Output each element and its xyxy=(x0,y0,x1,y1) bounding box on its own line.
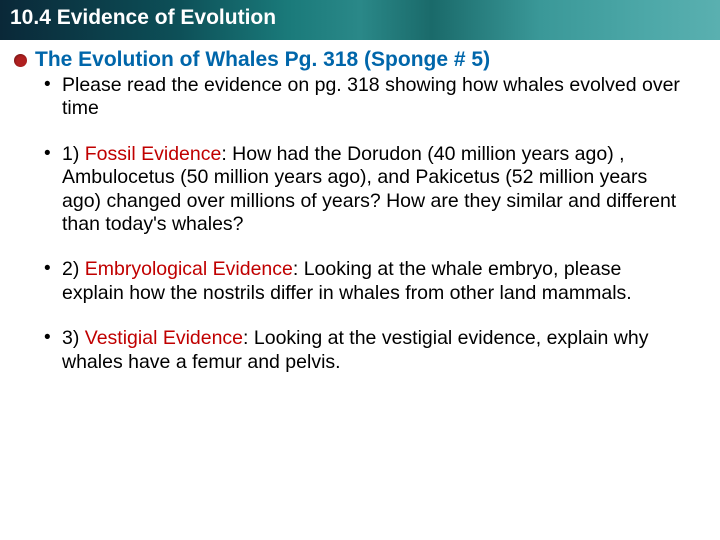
slide-content: The Evolution of Whales Pg. 318 (Sponge … xyxy=(0,40,720,374)
list-item: 3) Vestigial Evidence: Looking at the ve… xyxy=(44,327,684,374)
item-pre: 2) xyxy=(62,258,85,280)
header-title: 10.4 Evidence of Evolution xyxy=(10,6,710,30)
subtitle-row: The Evolution of Whales Pg. 318 (Sponge … xyxy=(14,48,684,72)
list-item: 2) Embryological Evidence: Looking at th… xyxy=(44,258,684,305)
item-pre: 3) xyxy=(62,327,85,349)
item-pre: Please read the evidence on pg. 318 show… xyxy=(62,74,680,119)
subtitle-text: The Evolution of Whales Pg. 318 (Sponge … xyxy=(35,48,490,72)
list-item: Please read the evidence on pg. 318 show… xyxy=(44,74,684,121)
item-highlight: Embryological Evidence xyxy=(85,258,293,280)
item-pre: 1) xyxy=(62,143,85,165)
slide-header: 10.4 Evidence of Evolution xyxy=(0,0,720,40)
bullet-list: Please read the evidence on pg. 318 show… xyxy=(36,74,684,374)
list-item: 1) Fossil Evidence: How had the Dorudon … xyxy=(44,143,684,237)
item-highlight: Fossil Evidence xyxy=(85,143,222,165)
bullet-icon xyxy=(14,54,27,67)
item-highlight: Vestigial Evidence xyxy=(85,327,243,349)
